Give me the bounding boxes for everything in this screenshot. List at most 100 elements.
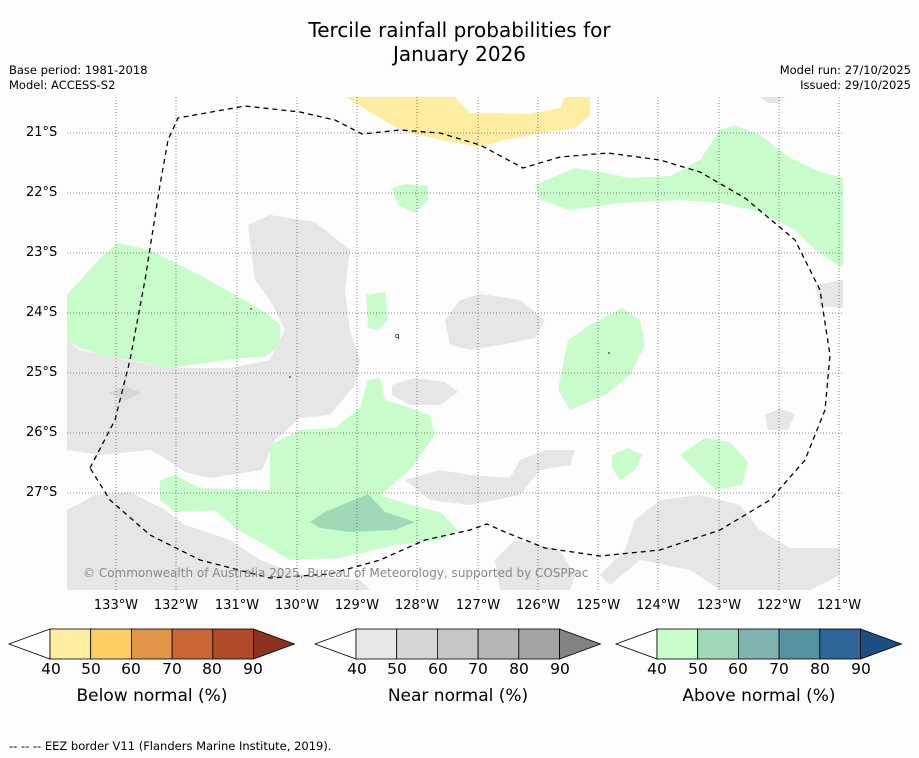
model-run: Model run: 27/10/2025 (779, 63, 911, 77)
lat-label: 26°S (26, 425, 58, 440)
colorbar-tick: 50 (387, 660, 407, 678)
lon-label: 122°W (756, 598, 802, 613)
colorbar-tick: 80 (509, 660, 529, 678)
colorbar-tick: 90 (851, 660, 871, 678)
above-normal-region-west (67, 243, 280, 368)
colorbar-tick: 70 (162, 660, 182, 678)
colorbar-extend-high (253, 628, 296, 660)
colorbars (7, 628, 903, 660)
colorbar-extend-low (313, 628, 357, 660)
lon-label: 133°W (93, 598, 139, 613)
colorbar-title-near: Near normal (%) (387, 686, 529, 706)
lon-label: 128°W (394, 598, 440, 613)
near-normal-region-central (445, 294, 545, 350)
probability-shading (67, 97, 843, 590)
lon-label: 125°W (575, 598, 621, 613)
colorbar-tick: 80 (810, 660, 830, 678)
colorbar-tick: 60 (121, 660, 141, 678)
colorbar-title-above: Above normal (%) (682, 686, 836, 706)
colorbar-swatch (738, 628, 780, 660)
issued-date: Issued: 29/10/2025 (800, 78, 911, 92)
near-normal-region-far-east (815, 280, 843, 308)
lon-label: 121°W (816, 598, 862, 613)
map-title: Tercile rainfall probabilities for Janua… (0, 18, 919, 66)
near-normal-region-east (405, 450, 575, 505)
lon-label: 123°W (696, 598, 742, 613)
lon-label: 127°W (455, 598, 501, 613)
colorbar-title-below: Below normal (%) (76, 686, 228, 706)
lon-label: 129°W (334, 598, 380, 613)
near-normal-region-tiny (765, 408, 795, 430)
lat-label: 24°S (26, 305, 58, 320)
colorbar-swatch (90, 628, 132, 660)
lon-label: 126°W (515, 598, 561, 613)
near-normal-region-diamond (108, 386, 142, 400)
lon-label: 124°W (635, 598, 681, 613)
colorbar-swatch (819, 628, 861, 660)
lon-label: 132°W (153, 598, 199, 613)
colorbar-swatch (477, 628, 520, 660)
title-line-1: Tercile rainfall probabilities for (308, 18, 611, 42)
above-normal-region-east (558, 308, 645, 410)
island-dot (289, 376, 291, 378)
colorbar-swatch (697, 628, 739, 660)
colorbar-tick: 70 (468, 660, 488, 678)
colorbar-swatch (396, 628, 438, 660)
colorbar-swatch (130, 628, 173, 660)
above-normal-region-north (535, 125, 843, 268)
colorbar-tick: 50 (81, 660, 101, 678)
colorbar-swatch (212, 628, 254, 660)
colorbar-tick: 80 (202, 660, 222, 678)
colorbar-tick: 70 (769, 660, 789, 678)
lat-label: 27°S (26, 485, 58, 500)
colorbar-tick: 90 (243, 660, 263, 678)
colorbar-extend-low (614, 628, 658, 660)
lat-label: 25°S (26, 365, 58, 380)
above-normal-region-50pct (310, 494, 415, 532)
near-normal-region-sw (495, 540, 575, 590)
colorbar-tick: 60 (728, 660, 748, 678)
colorbar-tick: 40 (41, 660, 61, 678)
colorbar-swatch (778, 628, 821, 660)
above-normal-region-small-3 (366, 292, 388, 330)
near-normal-strip-top (455, 97, 565, 114)
near-normal-region-south (67, 492, 370, 590)
above-normal-region-small-1 (612, 448, 642, 480)
colorbar-tick: 90 (550, 660, 570, 678)
colorbar-swatch (49, 628, 92, 660)
island-dot (250, 308, 252, 310)
meta-left: Base period: 1981-2018 Model: ACCESS-S2 (9, 63, 148, 93)
colorbar-tick: 40 (347, 660, 367, 678)
lat-label: 21°S (26, 125, 58, 140)
near-normal-region-small (392, 378, 458, 405)
above-normal-region-se (680, 438, 748, 490)
lon-label: 130°W (274, 598, 320, 613)
title-line-2: January 2026 (392, 42, 527, 66)
lat-label: 23°S (26, 245, 58, 260)
near-normal-region-corner (760, 97, 785, 103)
colorbar-swatch (436, 628, 479, 660)
colorbar-extend-high (860, 628, 903, 660)
near-normal-region-southeast (600, 495, 840, 590)
island-dot (608, 352, 610, 354)
copyright-notice: © Commonwealth of Australia 2025, Bureau… (83, 566, 589, 580)
eez-legend-note: -- -- -- EEZ border V11 (Flanders Marine… (9, 739, 332, 753)
colorbar-swatch (656, 628, 699, 660)
meta-right: Model run: 27/10/2025 Issued: 29/10/2025 (780, 63, 911, 93)
near-normal-region-west (67, 215, 360, 478)
colorbar-tick: 60 (428, 660, 448, 678)
island-marker: q (395, 332, 399, 340)
gridlines (67, 97, 843, 590)
above-normal-region-small-2 (392, 184, 428, 213)
lat-label: 22°S (26, 185, 58, 200)
base-period: Base period: 1981-2018 (9, 63, 148, 77)
colorbar-swatch (171, 628, 214, 660)
colorbar-swatch (518, 628, 560, 660)
colorbar-tick: 40 (647, 660, 667, 678)
colorbar-extend-high (559, 628, 602, 660)
lon-label: 131°W (214, 598, 260, 613)
colorbar-extend-low (7, 628, 51, 660)
colorbar-tick: 50 (688, 660, 708, 678)
eez-border (89, 105, 831, 579)
